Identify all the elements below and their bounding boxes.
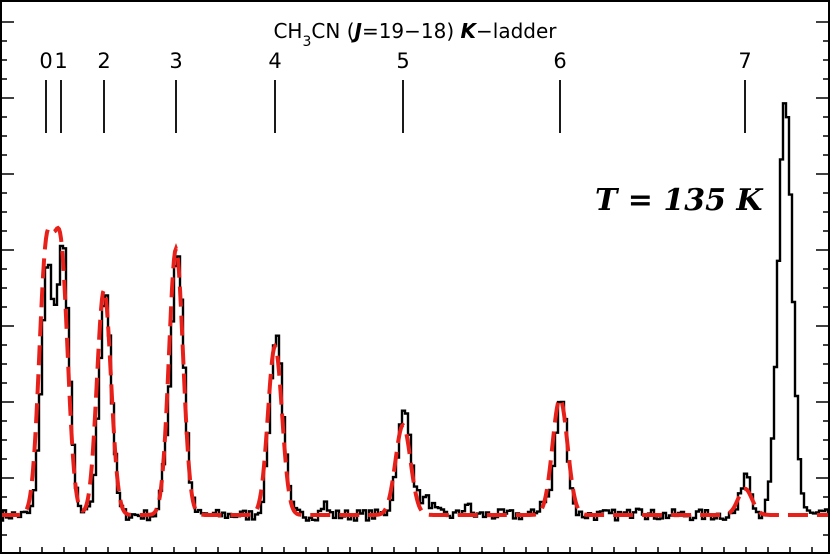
title-molecule-end: CN (: [311, 19, 354, 43]
title-subscript: 3: [302, 34, 311, 50]
k-label-7: 7: [738, 49, 751, 73]
observed-spectrum-line: [0, 102, 830, 522]
k-label-3: 3: [169, 49, 182, 73]
temperature-annotation: T = 135 K: [595, 183, 764, 218]
title-transition: =19−18): [362, 19, 461, 43]
k-label-1: 1: [54, 49, 67, 73]
title-ladder: −ladder: [476, 19, 557, 43]
k-label-2: 2: [97, 49, 110, 73]
title-k: K: [461, 19, 478, 43]
title-molecule: CH: [273, 19, 302, 43]
k-label-4: 4: [268, 49, 281, 73]
k-label-0: 0: [39, 49, 52, 73]
k-label-5: 5: [396, 49, 409, 73]
k-label-6: 6: [553, 49, 566, 73]
chart-title: CH3CN (J=19−18) K−ladder: [273, 19, 557, 50]
